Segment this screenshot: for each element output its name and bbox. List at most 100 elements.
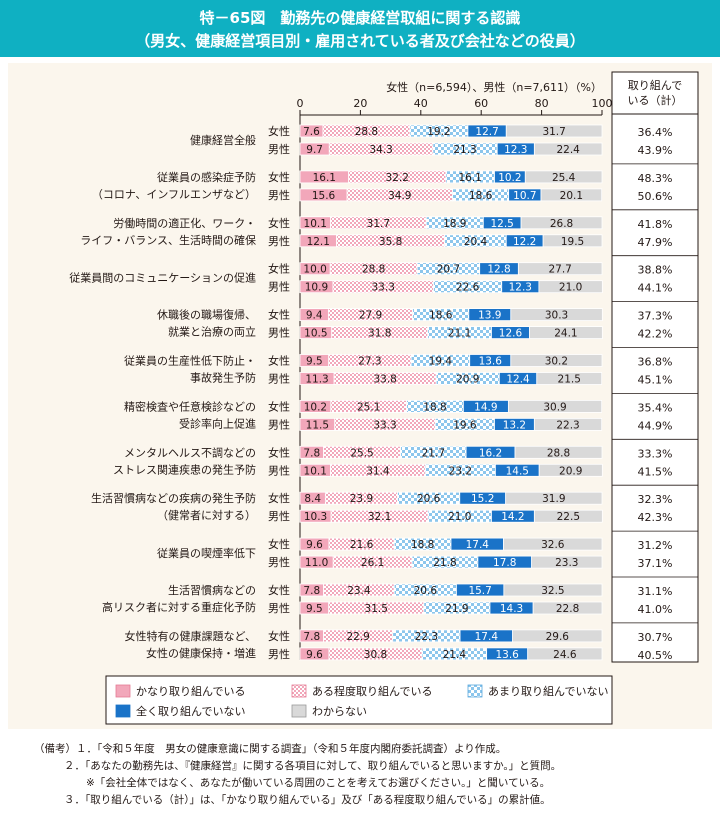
data-label: 10.7: [513, 190, 536, 202]
sex-label-female: 女性: [268, 124, 290, 138]
sex-label-female: 女性: [268, 629, 290, 643]
note-3: ※「会社全体ではなく、あなたが働いている周囲のことを考えてお選びください。」と聞…: [86, 777, 551, 789]
data-label: 24.6: [553, 649, 577, 661]
data-label: 32.5: [541, 585, 564, 597]
data-label: 21.7: [422, 447, 445, 459]
data-label: 23.2: [449, 465, 472, 477]
x-tick-label: 80: [535, 97, 549, 110]
total-value: 32.3%: [638, 493, 673, 506]
total-value: 30.7%: [638, 631, 673, 644]
sample-size-label: 女性（n=6,594）、男性（n=7,611）（%）: [386, 80, 602, 94]
data-label: 15.6: [312, 190, 336, 202]
total-value: 48.3%: [638, 172, 673, 185]
data-label: 14.3: [500, 603, 523, 615]
bar-segment: [503, 537, 603, 551]
data-label: 14.5: [506, 465, 529, 477]
data-label: 11.3: [305, 374, 328, 386]
sex-label-female: 女性: [268, 491, 290, 505]
category-label: 労働時間の適正化、ワーク・: [113, 216, 256, 230]
data-label: 12.8: [487, 264, 510, 276]
data-label: 10.0: [303, 264, 326, 276]
data-label: 9.5: [306, 356, 323, 368]
data-label: 11.5: [306, 419, 329, 431]
total-value: 37.3%: [638, 310, 673, 323]
data-label: 33.3: [372, 282, 395, 294]
data-label: 10.3: [304, 511, 327, 523]
total-value: 41.5%: [638, 465, 673, 478]
data-label: 16.2: [479, 447, 502, 459]
sex-label-male: 男性: [268, 509, 290, 523]
category-label: 従業員間のコミュニケーションの促進: [69, 271, 256, 285]
data-label: 11.0: [305, 557, 328, 569]
notes: （備考）１．「令和５年度 男女の健康意識に関する調査」（令和５年度内閣府委託調査…: [34, 741, 714, 809]
data-label: 13.2: [503, 419, 526, 431]
data-label: 21.8: [433, 557, 456, 569]
data-label: 24.1: [554, 328, 577, 340]
data-label: 13.6: [479, 356, 503, 368]
legend-label: わからない: [312, 705, 367, 718]
data-label: 19.4: [429, 356, 453, 368]
bar-segment: [536, 372, 603, 385]
data-label: 17.4: [475, 631, 499, 643]
data-label: 20.4: [464, 236, 488, 248]
data-label: 22.8: [556, 603, 579, 615]
data-label: 28.8: [362, 264, 385, 276]
total-value: 42.2%: [638, 328, 673, 341]
category-label: 高リスク者に対する重症化予防: [102, 600, 256, 614]
data-label: 21.3: [453, 144, 476, 156]
data-label: 31.7: [367, 218, 390, 230]
data-label: 21.4: [443, 649, 467, 661]
bar-segment: [510, 308, 603, 322]
total-value: 47.9%: [638, 236, 673, 249]
note-4: ３．「取り組んでいる（計）」は、「かなり取り組んでいる」及び「ある程度取り組んで…: [64, 794, 551, 806]
legend-label: あまり取り組んでいない: [488, 685, 608, 698]
data-label: 16.1: [458, 172, 481, 184]
sex-label-female: 女性: [268, 262, 290, 276]
data-label: 8.4: [304, 493, 321, 505]
data-label: 33.8: [373, 374, 396, 386]
data-label: 7.8: [303, 585, 320, 597]
data-label: 34.9: [388, 190, 411, 202]
sex-label-female: 女性: [268, 537, 290, 551]
data-label: 31.5: [365, 603, 388, 615]
x-tick-label: 40: [414, 97, 428, 110]
total-value: 44.9%: [638, 419, 673, 432]
category-label: 生活習慣病などの疾病の発生予防: [91, 491, 256, 505]
data-label: 9.5: [306, 603, 323, 615]
data-label: 10.1: [304, 218, 327, 230]
data-label: 22.9: [346, 631, 369, 643]
total-value: 42.3%: [638, 511, 673, 524]
data-label: 20.7: [437, 264, 460, 276]
data-label: 13.9: [478, 310, 501, 322]
bar-segment: [538, 280, 603, 294]
data-label: 31.9: [542, 493, 565, 505]
total-value: 41.8%: [638, 218, 673, 231]
data-label: 21.9: [445, 603, 468, 615]
data-label: 30.3: [545, 310, 568, 322]
legend-swatch: [291, 704, 307, 718]
data-label: 25.4: [552, 172, 576, 184]
bar-segment: [517, 262, 603, 276]
data-label: 10.2: [304, 401, 327, 413]
sex-label-male: 男性: [268, 601, 290, 615]
data-label: 31.8: [368, 328, 391, 340]
data-label: 21.1: [448, 328, 471, 340]
data-label: 23.4: [347, 585, 371, 597]
total-value: 50.6%: [638, 190, 673, 203]
bar-segment: [540, 188, 603, 202]
category-label: 従業員の生産性低下防止・: [124, 354, 256, 368]
bar-segment: [510, 354, 603, 367]
data-label: 28.8: [355, 126, 378, 138]
data-label: 22.5: [557, 511, 580, 523]
sex-label-female: 女性: [268, 354, 290, 368]
data-label: 12.7: [475, 126, 498, 138]
legend-swatch: [115, 684, 131, 698]
data-label: 20.9: [559, 465, 582, 477]
data-label: 21.5: [558, 374, 581, 386]
sex-label-male: 男性: [268, 463, 290, 477]
total-value: 36.4%: [638, 126, 673, 139]
data-label: 22.4: [556, 144, 580, 156]
data-label: 9.6: [306, 539, 323, 551]
figure-subtitle: （男女、健康経営項目別・雇用されている者及び会社などの役員）: [135, 32, 585, 50]
total-value: 43.9%: [638, 144, 673, 157]
